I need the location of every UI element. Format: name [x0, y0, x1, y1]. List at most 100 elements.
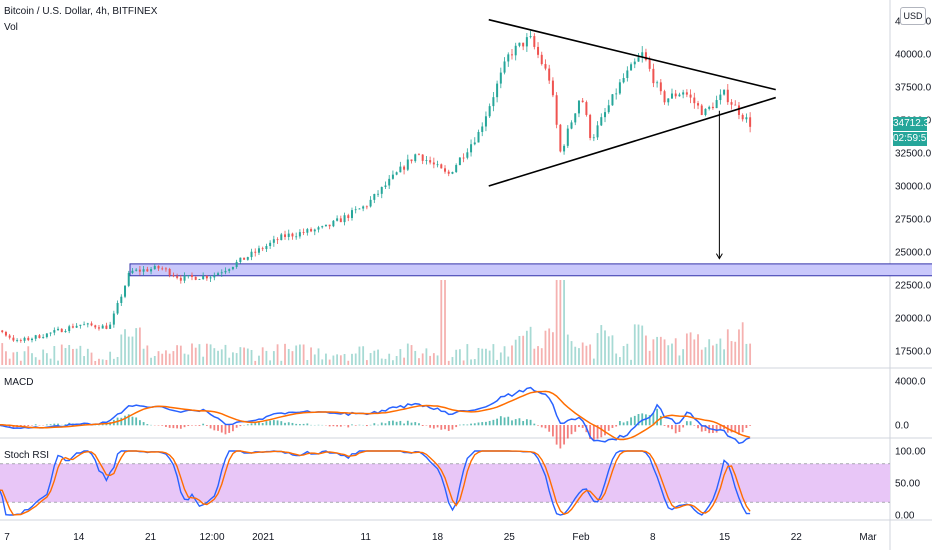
macd-histogram-bar: [232, 425, 234, 432]
candle: [577, 100, 580, 114]
macd-histogram-bar: [678, 425, 681, 432]
volume-bar: [194, 347, 197, 365]
candle: [60, 328, 63, 333]
macd-histogram-bar: [146, 424, 149, 426]
macd-histogram-bar: [45, 424, 48, 426]
candle: [365, 206, 368, 208]
volume-bar: [559, 280, 562, 365]
volume-bar: [719, 338, 722, 365]
volume-bar: [525, 330, 528, 365]
volume-bar: [485, 348, 487, 365]
candle: [406, 159, 409, 170]
candle: [499, 72, 502, 84]
candle: [440, 164, 443, 169]
volume-bar: [440, 280, 443, 365]
candle: [682, 92, 685, 95]
candle: [265, 246, 268, 250]
currency-button[interactable]: USD: [900, 7, 926, 25]
volume-bar: [741, 322, 744, 365]
candle: [477, 131, 480, 143]
candle: [689, 94, 692, 98]
volume-bar: [689, 332, 692, 365]
macd-histogram-bar: [511, 420, 513, 426]
volume-bar: [659, 336, 662, 365]
volume-bar: [648, 350, 651, 365]
macd-histogram-bar: [485, 421, 487, 426]
candle: [45, 333, 48, 338]
candle: [350, 210, 353, 218]
candle: [224, 270, 227, 273]
candle: [272, 239, 275, 243]
candle: [711, 106, 714, 109]
candle: [592, 137, 595, 139]
candle: [142, 269, 145, 272]
candle: [332, 220, 335, 227]
candle: [269, 242, 272, 247]
macd-histogram-bar: [715, 425, 718, 433]
macd-histogram-bar: [455, 425, 458, 428]
candle: [34, 335, 37, 339]
candle: [700, 105, 703, 115]
volume-bar: [16, 351, 19, 365]
candle: [704, 108, 707, 115]
candle: [462, 157, 465, 159]
macd-histogram-bar: [328, 425, 331, 427]
volume-bar: [332, 355, 335, 365]
candle: [276, 239, 279, 241]
macd-histogram-bar: [183, 425, 186, 428]
time-tick-label: 18: [432, 532, 444, 543]
volume-bar: [12, 352, 15, 365]
volume-bar: [738, 329, 740, 365]
candle: [131, 270, 134, 273]
volume-bar: [94, 360, 97, 365]
macd-histogram-bar: [641, 413, 644, 426]
volume-bar: [365, 360, 368, 365]
volume-bar: [116, 357, 119, 365]
macd-histogram-bar: [719, 425, 722, 431]
candle: [697, 103, 700, 106]
time-tick-label: 7: [4, 532, 10, 543]
time-tick-label: 15: [719, 532, 731, 543]
macd-histogram-bar: [525, 419, 528, 426]
candle: [555, 95, 558, 125]
volume-bar: [697, 334, 699, 365]
triangle-upper-line: [488, 18, 776, 91]
macd-histogram-bar: [447, 425, 450, 431]
volume-bar: [425, 348, 428, 365]
macd-histogram-bar: [64, 424, 67, 426]
macd-histogram-bar: [388, 421, 391, 426]
candle: [1, 330, 4, 333]
macd-histogram-bar: [205, 425, 208, 426]
candle: [298, 232, 301, 237]
candle: [644, 52, 647, 60]
volume-bar: [611, 335, 614, 365]
macd-histogram-bar: [626, 421, 629, 426]
macd-histogram-bar: [652, 413, 655, 426]
macd-histogram-bar: [648, 415, 651, 426]
candle: [451, 171, 454, 174]
candle: [53, 330, 56, 333]
volume-bar: [298, 344, 301, 365]
candle: [730, 102, 733, 105]
macd-histogram-bar: [53, 423, 56, 426]
candle: [566, 128, 569, 146]
candle: [306, 229, 309, 233]
candle: [514, 45, 517, 56]
candle: [336, 218, 339, 221]
macd-histogram-bar: [165, 425, 167, 427]
candle: [138, 269, 141, 272]
macd-histogram-bar: [414, 422, 417, 426]
macd-histogram-bar: [566, 425, 569, 439]
macd-histogram-bar: [254, 423, 257, 426]
volume-bar: [354, 353, 357, 365]
volume-bar: [384, 358, 387, 365]
macd-histogram-bar: [436, 425, 439, 428]
macd-histogram-bar: [176, 425, 179, 429]
volume-bar: [470, 359, 472, 365]
volume-bar: [592, 358, 595, 365]
volume-bar: [708, 339, 711, 365]
macd-tick-label: 4000.0: [895, 377, 926, 388]
volume-bar: [656, 336, 659, 365]
candle: [135, 269, 138, 271]
